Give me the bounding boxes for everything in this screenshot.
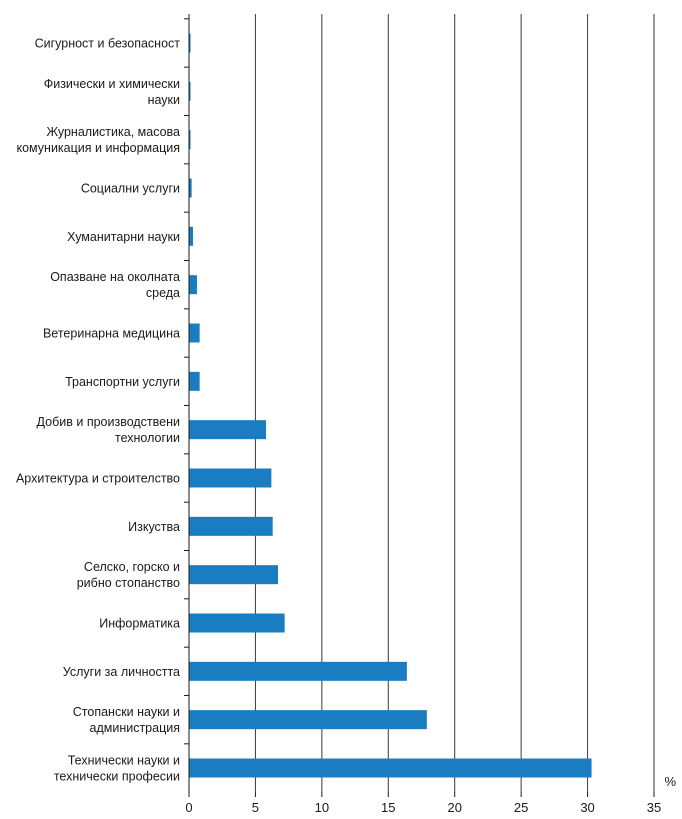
bar <box>189 613 285 633</box>
bar <box>189 33 191 53</box>
category-label: Сигурност и безопасност <box>35 37 181 51</box>
x-tick-label: 35 <box>647 800 661 815</box>
x-tick-label: 5 <box>252 800 259 815</box>
category-label: Добив и производствени <box>37 415 180 429</box>
category-label: технически професии <box>54 770 180 784</box>
bar <box>189 710 427 730</box>
category-label: рибно стопанство <box>77 576 180 590</box>
bar <box>189 758 592 778</box>
category-label: Селско, горско и <box>84 560 180 574</box>
category-label: Услуги за личността <box>63 665 180 679</box>
category-label: науки <box>148 93 180 107</box>
category-label: среда <box>146 286 180 300</box>
category-label: Стопански науки и <box>73 705 180 719</box>
bar <box>189 661 407 681</box>
category-label: Хуманитарни науки <box>67 230 180 244</box>
bar <box>189 275 197 295</box>
category-label: Журналистика, масова <box>46 125 180 139</box>
category-label: Транспортни услуги <box>65 375 180 389</box>
category-label: Архитектура и строителство <box>16 472 180 486</box>
x-tick-label: 15 <box>381 800 395 815</box>
bar <box>189 226 193 246</box>
unit-label: % <box>664 774 676 789</box>
category-label: Изкуства <box>128 520 180 534</box>
x-tick-label: 20 <box>447 800 461 815</box>
category-label: комуникация и информация <box>17 141 181 155</box>
category-labels: Сигурност и безопасност Физически и химич… <box>16 37 180 784</box>
bar <box>189 565 279 585</box>
bar <box>189 516 273 536</box>
category-label: технологии <box>115 431 180 445</box>
gridlines <box>254 14 655 792</box>
category-label: Ветеринарна медицина <box>43 327 180 341</box>
category-label: Технически науки и <box>68 754 180 768</box>
bar <box>189 178 192 198</box>
x-tick-label: 25 <box>514 800 528 815</box>
bar <box>189 323 200 343</box>
x-tick-labels: 0 5 10 15 20 25 30 35 <box>185 800 661 815</box>
bar <box>189 81 191 101</box>
category-label: Опазване на околната <box>50 270 180 284</box>
x-tick-label: 0 <box>185 800 192 815</box>
y-axis <box>184 14 655 797</box>
category-label: администрация <box>90 721 181 735</box>
category-label: Информатика <box>99 617 180 631</box>
bar <box>189 371 200 391</box>
category-label: Социални услуги <box>81 182 180 196</box>
bar <box>189 130 191 150</box>
x-tick-label: 30 <box>580 800 594 815</box>
x-tick-label: 10 <box>315 800 329 815</box>
bar <box>189 468 272 488</box>
bar <box>189 420 267 440</box>
category-label: Физически и химически <box>44 77 180 91</box>
bars <box>189 33 592 778</box>
